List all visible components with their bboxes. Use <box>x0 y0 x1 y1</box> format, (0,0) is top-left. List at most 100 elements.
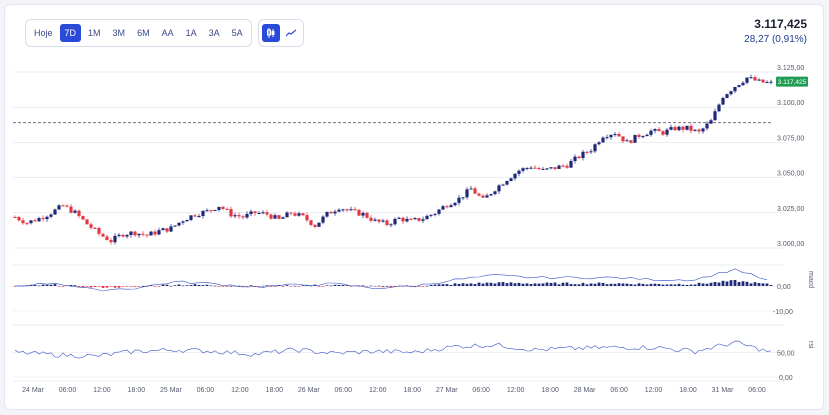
candle-body <box>349 209 353 211</box>
macd-bar <box>441 284 445 286</box>
macd-bar <box>709 282 713 286</box>
rsi-line <box>14 340 772 359</box>
macd-bar <box>137 286 141 287</box>
macd-bar <box>437 284 441 286</box>
x-tick-label: 18:00 <box>128 387 146 394</box>
macd-bar <box>529 283 533 286</box>
range-button-5a[interactable]: 5A <box>231 28 243 38</box>
macd-bar <box>629 284 633 286</box>
macd-bar <box>701 283 705 286</box>
candle-body <box>53 209 57 215</box>
range-button-3m[interactable]: 3M <box>112 28 126 38</box>
y-tick-label: 3.075,00 <box>777 135 804 142</box>
candle-body <box>233 215 237 217</box>
macd-bar <box>121 286 125 287</box>
macd-bar <box>285 285 289 286</box>
range-button-6m[interactable]: 6M <box>137 28 150 38</box>
x-tick-label: 26 Mar <box>298 387 320 394</box>
x-tick-label: 27 Mar <box>436 387 458 394</box>
macd-bar <box>549 282 553 286</box>
x-tick-label: 06:00 <box>610 387 628 394</box>
macd-bar <box>585 284 589 286</box>
macd-bar <box>265 285 269 287</box>
range-button-aa[interactable]: AA <box>161 28 174 38</box>
macd-bar <box>445 284 449 286</box>
candlestick-icon[interactable] <box>261 24 280 42</box>
macd-bar <box>101 286 105 288</box>
candle-body <box>593 144 597 152</box>
candle-body <box>125 235 129 237</box>
candle-body <box>157 230 161 235</box>
x-tick-label: 12:00 <box>507 387 525 394</box>
candle-body <box>393 218 397 225</box>
macd-bar <box>413 286 417 287</box>
candle-body <box>17 217 21 221</box>
price-chart[interactable]: 3.125,00 3.100,00 3.075,00 3.050,00 3.025,00… <box>5 5 824 410</box>
candle-body <box>425 215 429 220</box>
candle-body <box>581 151 585 159</box>
macd-bar <box>161 284 165 286</box>
candle-body <box>109 240 113 243</box>
line-chart-icon[interactable] <box>282 24 300 42</box>
macd-bar <box>589 283 593 286</box>
candle-body <box>285 212 289 218</box>
candle-body <box>617 134 621 137</box>
price-change: 28,27 (0,91%) <box>744 34 807 45</box>
candle-body <box>453 202 457 206</box>
macd-bar <box>669 284 673 286</box>
candle-body <box>597 142 601 145</box>
macd-bar <box>217 286 221 287</box>
range-button-1m[interactable]: 1M <box>88 28 101 38</box>
x-tick-label: 06:00 <box>335 387 353 394</box>
macd-bar <box>545 282 549 286</box>
macd-bar <box>69 285 73 286</box>
macd-bar <box>349 286 353 287</box>
macd-bar <box>297 286 301 287</box>
macd-bar <box>673 284 677 286</box>
candle-body <box>41 218 45 220</box>
candle-body <box>205 210 209 212</box>
rsi-label: rsi <box>807 341 814 349</box>
range-button-1a[interactable]: 1A <box>185 28 197 38</box>
macd-bar <box>13 286 17 287</box>
macd-bar <box>205 284 209 286</box>
macd-bar <box>249 285 253 286</box>
range-button-3a[interactable]: 3A <box>208 28 220 38</box>
candle-body <box>721 97 725 105</box>
candle-body <box>521 168 525 171</box>
candle-body <box>681 126 685 130</box>
macd-bar <box>749 283 753 286</box>
candle-body <box>141 233 145 235</box>
range-button-7d[interactable]: 7D <box>59 24 82 42</box>
candle-body <box>565 165 569 168</box>
candle-body <box>749 77 753 79</box>
macd-bar <box>53 284 57 286</box>
candle-body <box>745 77 749 83</box>
macd-bar <box>557 284 561 286</box>
range-button-hoje[interactable]: Hoje <box>34 28 53 38</box>
candle-body <box>33 220 37 222</box>
candle-body <box>45 216 49 220</box>
macd-bar <box>657 283 661 286</box>
macd-bar <box>209 285 213 287</box>
candle-body <box>145 234 149 236</box>
candle-body <box>113 235 117 243</box>
candle-body <box>117 234 121 236</box>
macd-bar <box>125 286 129 287</box>
macd-bar <box>109 286 113 287</box>
macd-bar <box>145 286 149 287</box>
macd-bar <box>293 285 297 287</box>
candle-body <box>717 104 721 112</box>
candle-body <box>197 216 201 218</box>
macd-bar <box>397 286 401 287</box>
macd-bar <box>73 285 77 286</box>
macd-bar <box>33 285 37 286</box>
candle-body <box>533 167 537 169</box>
macd-bar <box>625 283 629 286</box>
candle-body <box>245 213 249 218</box>
candle-body <box>81 215 85 220</box>
y-tick-label: 3.025,00 <box>777 206 804 213</box>
candle-body <box>437 209 441 214</box>
candle-body <box>173 225 177 227</box>
candle-body <box>177 222 181 226</box>
